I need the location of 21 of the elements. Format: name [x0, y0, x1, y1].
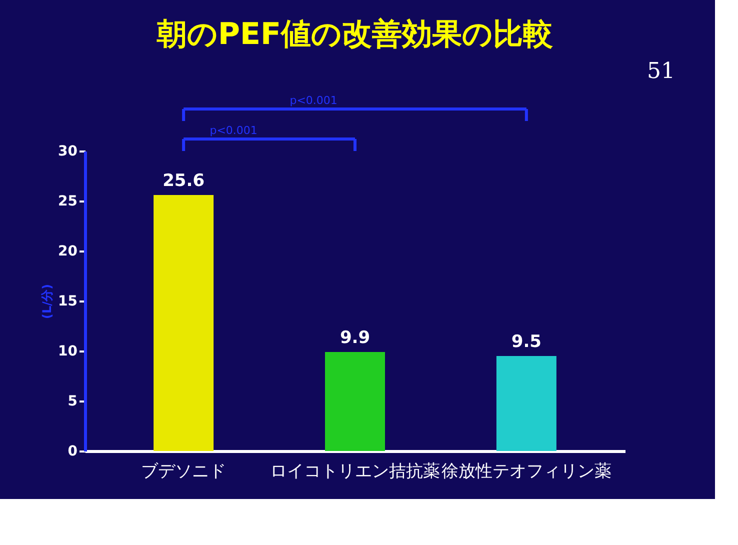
y-tick-label: 5 — [68, 394, 78, 410]
y-tick-label: 30 — [58, 144, 78, 160]
data-label: 25.6 — [162, 171, 205, 191]
y-tick-label: 15 — [58, 294, 78, 310]
bar — [496, 356, 556, 451]
x-tick-label: ブデソニド — [141, 462, 226, 482]
y-axis-title: (L/分) — [40, 284, 54, 319]
text: p<0.001 — [290, 94, 338, 107]
y-tick-label: 20 — [58, 244, 78, 260]
bar — [154, 195, 214, 451]
y-tick-label: 25 — [58, 194, 78, 210]
x-tick-label: ロイコトリエン拮抗薬 — [270, 462, 440, 482]
text: 51 — [647, 59, 675, 84]
x-tick-label: 徐放性テオフィリン薬 — [441, 462, 612, 482]
text: p<0.001 — [210, 124, 258, 137]
data-label: 9.5 — [511, 332, 542, 352]
y-tick-label: 0 — [68, 444, 78, 460]
bar — [325, 352, 385, 451]
y-tick-label: 10 — [58, 344, 78, 360]
chart-title: 朝のPEF値の改善効果の比較 — [156, 17, 553, 52]
data-label: 9.9 — [340, 328, 370, 348]
